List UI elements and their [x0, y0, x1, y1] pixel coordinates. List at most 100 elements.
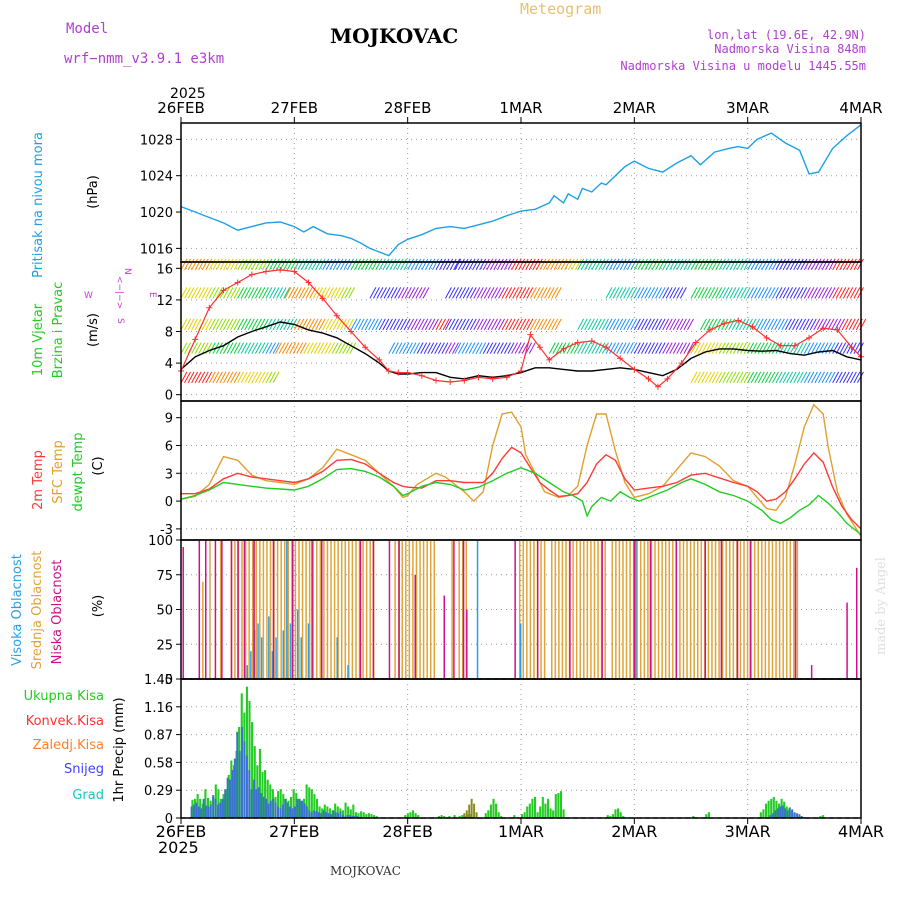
wind-barb — [701, 342, 709, 354]
wind-barb — [191, 258, 199, 271]
wind-barb — [226, 371, 234, 384]
wind-barb — [331, 342, 339, 354]
total-precip-bar — [225, 789, 228, 818]
wind-barb — [662, 258, 670, 271]
wind-barb — [807, 371, 815, 384]
wind-barb — [212, 287, 220, 299]
wind-barb — [746, 318, 753, 331]
wind-barb — [316, 287, 324, 299]
wind-barb — [382, 258, 390, 271]
wind-barb — [223, 318, 230, 331]
wind-barb — [679, 342, 687, 354]
wind-barb — [339, 258, 347, 271]
snow-precip-bar — [337, 813, 340, 818]
wind-barb — [715, 287, 723, 299]
wind-barb — [299, 342, 307, 354]
gust-marker — [385, 367, 392, 374]
wind-barb — [580, 258, 588, 271]
wind-barb — [461, 258, 469, 271]
total-precip-bar — [559, 791, 563, 818]
wind-barb — [749, 318, 757, 331]
wind-barb — [842, 371, 850, 384]
wind-barb — [786, 258, 794, 271]
wind-barb — [240, 342, 248, 354]
wind-tick-label: 16 — [156, 262, 173, 277]
wind-barb — [508, 287, 516, 299]
wind-barb — [279, 258, 287, 271]
wind-barb — [468, 342, 476, 354]
total-precip-bar — [777, 803, 781, 818]
wind-barb — [852, 318, 860, 331]
wind-barb — [764, 342, 772, 354]
wind-barb — [198, 287, 206, 299]
snow-precip-bar — [291, 808, 294, 818]
wind-barb — [455, 287, 463, 299]
wind-barb — [708, 287, 716, 299]
total-precip-bar — [437, 816, 441, 818]
wind-barb — [814, 258, 822, 271]
wind-barb — [552, 342, 560, 354]
pressure-line — [180, 124, 862, 257]
total-precip-bar — [531, 798, 534, 818]
total-precip-bar — [352, 804, 355, 818]
wind-barb — [662, 342, 670, 354]
wind-barb — [564, 258, 572, 271]
wind-barb — [180, 287, 188, 299]
wind-barb — [427, 342, 435, 354]
wind-barb — [237, 318, 245, 331]
wind-barb — [714, 318, 722, 331]
wind-barb — [318, 318, 326, 331]
precip-tick-label: 0 — [165, 812, 173, 827]
wind-barb — [679, 318, 687, 331]
wind-barb — [442, 258, 450, 271]
gust-marker — [834, 326, 841, 333]
snow-precip-bar — [260, 793, 263, 818]
wind-barb — [786, 287, 794, 299]
wind-barb — [462, 287, 470, 299]
wind-barb — [577, 318, 585, 331]
wind-barb — [332, 258, 340, 271]
wind-barb — [761, 258, 769, 271]
wind-barb — [407, 318, 415, 331]
wind-barb — [704, 371, 712, 384]
wind-barb — [512, 287, 520, 299]
snow-precip-bar — [308, 810, 311, 818]
snow-precip-bar — [791, 809, 794, 818]
wind-barb — [718, 371, 726, 384]
wind-barb — [408, 287, 416, 299]
wind-barb — [476, 318, 484, 331]
pressure-tick-label: 1020 — [140, 206, 173, 221]
gust-marker — [503, 374, 510, 381]
wind-barb — [722, 258, 730, 271]
total-precip-bar — [227, 774, 230, 818]
wind-barb — [504, 258, 511, 271]
wind-barb — [637, 342, 645, 354]
pressure-ylabel: Pritisak na nivou mora — [31, 132, 46, 278]
wind-barb — [594, 318, 602, 331]
wind-barb — [265, 318, 273, 331]
total-precip-bar — [357, 813, 360, 818]
top-date-label: 4MAR — [839, 99, 882, 117]
wind-barb — [407, 258, 415, 271]
wind-barb — [522, 287, 530, 299]
wind-barb — [254, 318, 262, 331]
wind-barb — [278, 342, 286, 354]
total-precip-bar — [292, 789, 295, 818]
total-precip-bar — [196, 794, 199, 818]
total-precip-bar — [528, 803, 531, 818]
wind-barb — [308, 258, 315, 271]
wind-barb — [376, 287, 384, 299]
wind-barb — [348, 287, 356, 299]
wind-barb — [587, 318, 595, 331]
wind-tick-label: 12 — [156, 294, 173, 309]
wind-barb — [619, 318, 627, 331]
wind-barb — [364, 318, 372, 331]
wind-barb — [591, 318, 599, 331]
gust-marker — [433, 377, 439, 384]
gust-marker — [664, 375, 671, 382]
wind-barb — [827, 318, 835, 331]
wind-barb — [725, 287, 733, 299]
wind-barb — [626, 342, 634, 354]
total-precip-bar — [500, 816, 503, 818]
pressure-tick-label: 1024 — [140, 170, 173, 185]
